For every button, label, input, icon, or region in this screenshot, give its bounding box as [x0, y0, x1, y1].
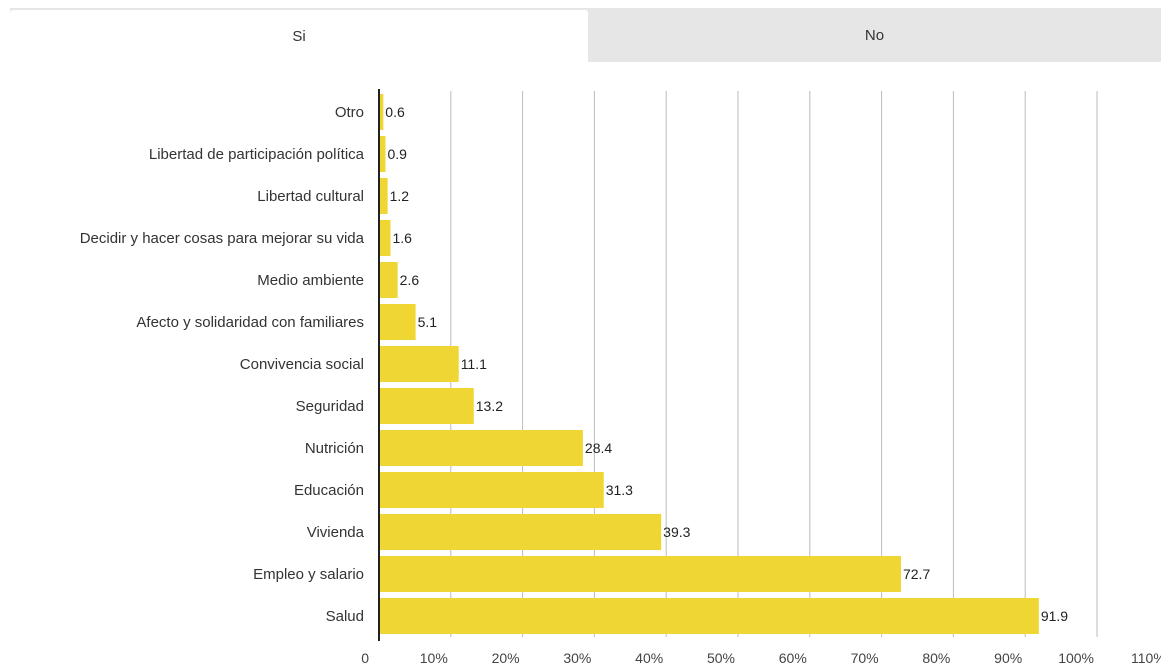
category-label: Nutrición — [305, 440, 364, 457]
category-label: Salud — [326, 608, 364, 625]
bar — [379, 346, 459, 382]
x-tick-label: 70% — [851, 650, 879, 666]
data-label: 28.4 — [585, 440, 612, 456]
data-label: 1.2 — [390, 188, 410, 204]
category-label: Vivienda — [307, 524, 365, 541]
x-tick-label: 60% — [779, 650, 807, 666]
x-tick-label: 100% — [1058, 650, 1094, 666]
x-tick-label: 80% — [922, 650, 950, 666]
category-label: Empleo y salario — [253, 566, 364, 583]
bar — [379, 514, 662, 550]
category-label: Otro — [335, 104, 364, 121]
bar — [379, 388, 474, 424]
x-tick-label: 110% — [1131, 650, 1161, 666]
x-tick-label: 30% — [563, 650, 591, 666]
category-label: Libertad de participación política — [149, 146, 365, 163]
x-tick-label: 0 — [361, 650, 369, 666]
bar — [379, 136, 386, 172]
x-tick-label: 40% — [635, 650, 663, 666]
data-label: 39.3 — [663, 524, 690, 540]
data-label: 2.6 — [400, 272, 420, 288]
x-tick-label: 20% — [492, 650, 520, 666]
data-label: 1.6 — [392, 230, 412, 246]
bar — [379, 556, 901, 592]
data-label: 11.1 — [461, 356, 487, 372]
data-label: 13.2 — [476, 398, 503, 414]
data-label: 91.9 — [1041, 608, 1068, 624]
category-label: Medio ambiente — [257, 272, 364, 289]
data-label: 0.6 — [385, 104, 405, 120]
bar — [379, 304, 416, 340]
category-label: Educación — [294, 482, 364, 499]
data-label: 5.1 — [418, 314, 438, 330]
horizontal-bar-chart: Otro 0.6 Libertad de participación polític… — [80, 89, 1161, 666]
x-tick-label: 90% — [994, 650, 1022, 666]
tab-si[interactable]: Si — [10, 10, 588, 62]
data-label: 72.7 — [903, 566, 930, 582]
tab-bar: Si No — [10, 8, 1161, 62]
data-label: 31.3 — [606, 482, 633, 498]
bar — [379, 262, 398, 298]
category-label: Afecto y solidaridad con familiares — [136, 314, 364, 331]
bar — [379, 472, 604, 508]
category-label: Decidir y hacer cosas para mejorar su vi… — [80, 230, 365, 247]
bar — [379, 598, 1039, 634]
bar — [379, 430, 583, 466]
bar — [379, 220, 391, 256]
category-label: Seguridad — [296, 398, 364, 415]
x-tick-label: 10% — [420, 650, 448, 666]
tab-no[interactable]: No — [864, 26, 885, 44]
data-label: 0.9 — [387, 146, 407, 162]
x-tick-label: 50% — [707, 650, 735, 666]
category-label: Convivencia social — [240, 356, 364, 373]
bar — [379, 94, 384, 130]
bar — [379, 178, 388, 214]
category-label: Libertad cultural — [257, 188, 364, 205]
